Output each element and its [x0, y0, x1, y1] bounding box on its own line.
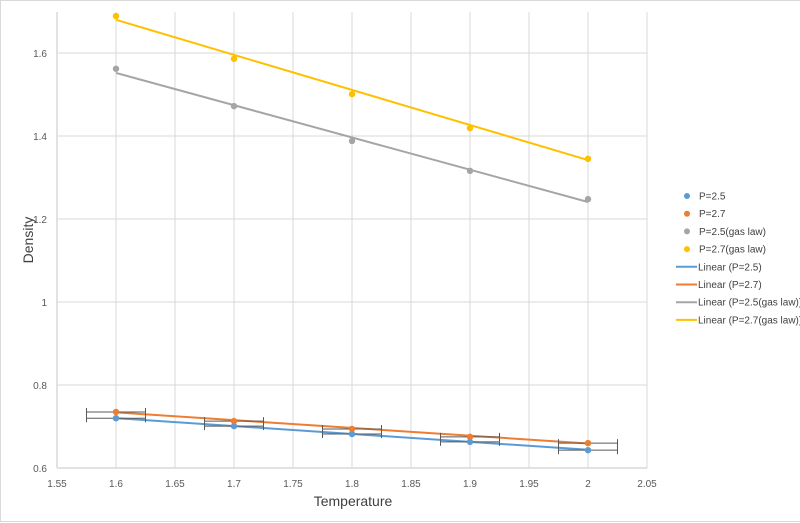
data-point	[348, 430, 356, 438]
legend-marker-icon	[684, 193, 690, 199]
y-tick-label: 1.6	[33, 49, 47, 60]
legend-item-label: Linear (P=2.7)	[698, 280, 762, 291]
data-point	[466, 167, 474, 175]
legend-marker-icon	[684, 228, 690, 235]
data-point	[112, 12, 120, 20]
x-tick-label: 2.05	[637, 479, 657, 490]
x-tick-label: 2	[585, 479, 591, 490]
y-tick-label: 1	[41, 298, 47, 309]
data-point	[466, 433, 474, 441]
x-tick-label: 1.85	[401, 479, 421, 490]
legend-marker-icon	[684, 210, 690, 217]
axes	[56, 12, 647, 469]
tick-labels: 1.55 1.6 1.65 1.7 1.75 1.8 1.85 1.9 1.95 2 2.05 0.6…	[33, 49, 657, 490]
x-tick-label: 1.8	[345, 479, 359, 490]
legend-item-label: P=2.5(gas law)	[699, 227, 766, 238]
data-point	[584, 195, 592, 203]
gridlines	[57, 12, 648, 468]
x-tick-label: 1.65	[165, 479, 185, 490]
data-point	[112, 65, 120, 72]
x-tick-label: 1.75	[283, 479, 303, 490]
y-tick-label: 0.6	[33, 464, 47, 475]
x-tick-label: 1.55	[47, 479, 67, 490]
legend-item-label: P=2.5	[699, 192, 726, 203]
legend-item-label: Linear (P=2.7(gas law))	[698, 315, 800, 326]
y-tick-label: 1.4	[33, 132, 47, 143]
trendline	[115, 18, 589, 162]
trendline	[115, 71, 589, 203]
legend: P=2.5 P=2.7 P=2.5(gas law) P=2.7(gas law) Li…	[676, 192, 800, 326]
data-point	[348, 90, 356, 98]
x-tick-label: 1.9	[463, 479, 477, 490]
data-points	[112, 12, 592, 454]
data-point	[348, 425, 356, 433]
y-tick-label: 1.2	[33, 215, 47, 226]
data-point	[112, 408, 120, 416]
legend-item-label: P=2.7(gas law)	[699, 245, 766, 256]
y-tick-label: 0.8	[33, 381, 47, 392]
data-point	[466, 124, 474, 132]
data-point	[584, 446, 592, 454]
legend-item-label: Linear (P=2.5)	[698, 262, 762, 273]
x-tick-label: 1.6	[109, 479, 123, 490]
data-point	[584, 439, 592, 447]
data-point	[584, 155, 592, 163]
legend-item-label: Linear (P=2.5(gas law))	[698, 298, 800, 309]
data-point	[230, 102, 238, 110]
data-point	[230, 417, 238, 425]
data-point	[230, 422, 238, 430]
data-point	[348, 137, 356, 145]
x-tick-label: 1.95	[519, 479, 539, 490]
data-point	[230, 55, 238, 63]
legend-marker-icon	[684, 246, 690, 253]
x-tick-label: 1.7	[227, 479, 241, 490]
data-point	[466, 438, 474, 446]
legend-item-label: P=2.7	[699, 209, 726, 220]
data-point	[112, 415, 120, 422]
x-axis-title: Temperature	[314, 493, 393, 509]
y-axis-title: Density	[20, 217, 36, 264]
